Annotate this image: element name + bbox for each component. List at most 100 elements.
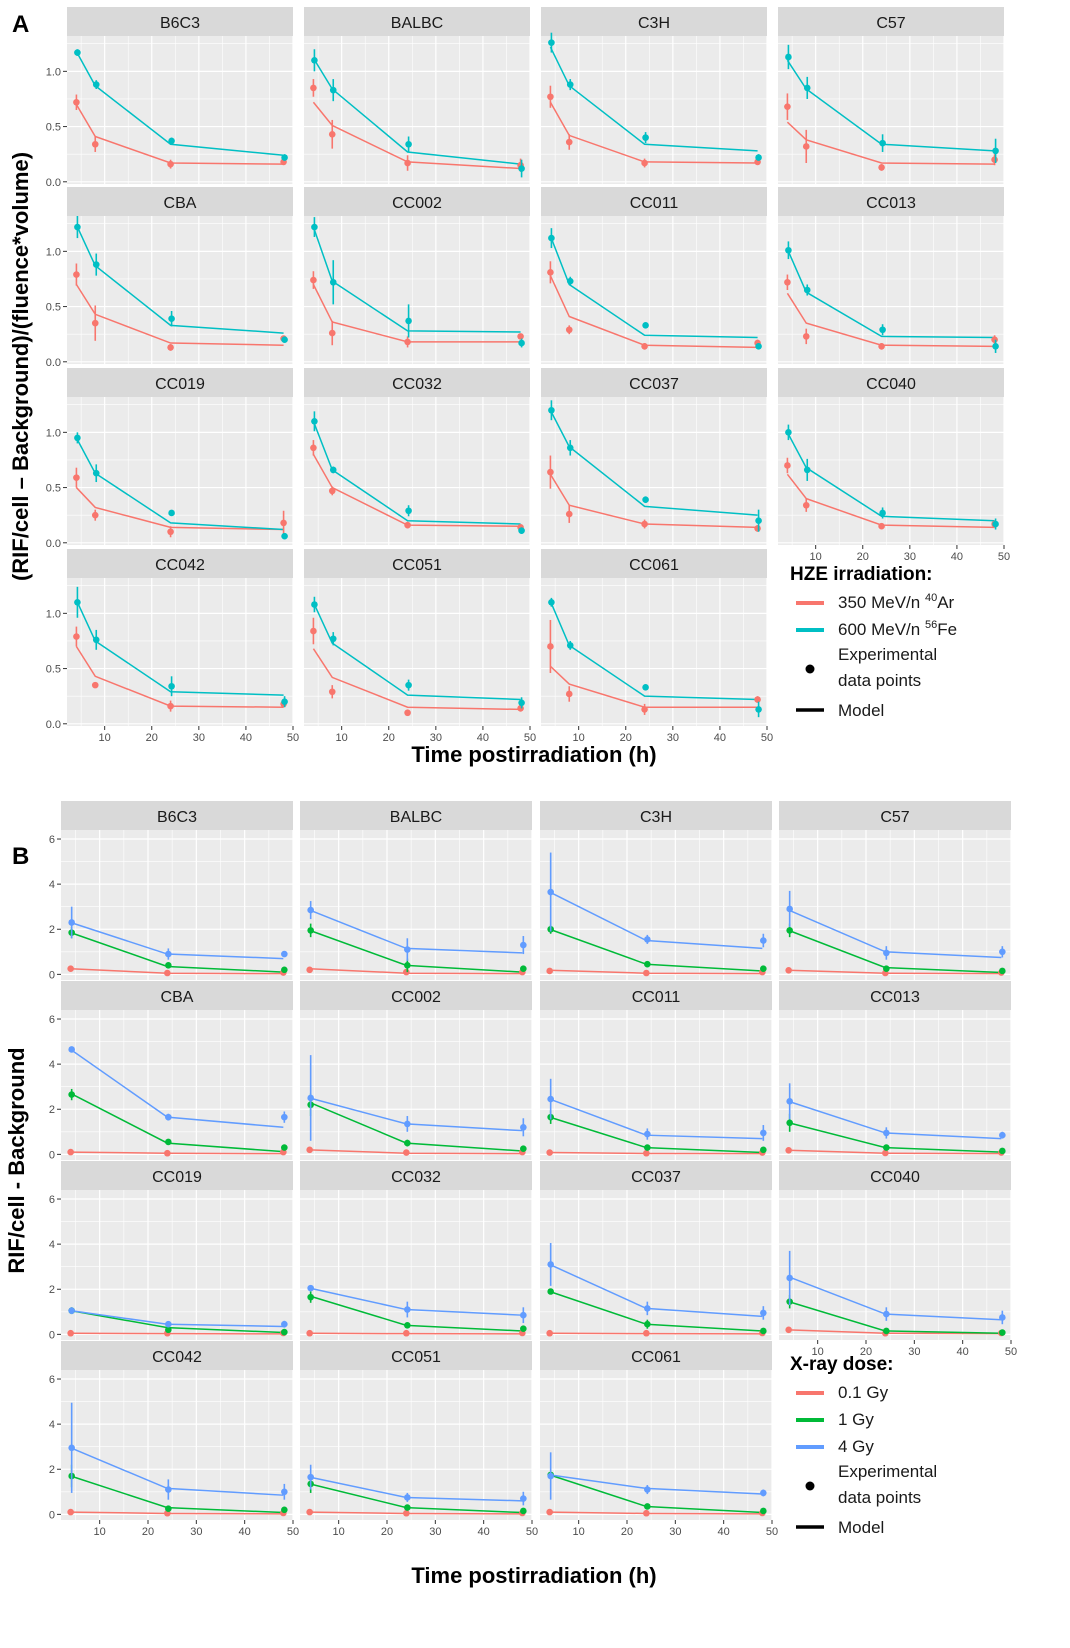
data-point (999, 1147, 1006, 1155)
data-point (785, 246, 792, 254)
data-point (803, 84, 811, 92)
data-point (547, 468, 554, 476)
x-tick-label: 20 (146, 732, 158, 744)
legend-label: 4 Gy (838, 1437, 874, 1456)
model-line-fe (549, 600, 758, 701)
data-point (999, 948, 1006, 956)
data-point (566, 642, 574, 649)
data-point (168, 315, 175, 323)
y-tick-label: 0.0 (46, 719, 61, 731)
model-line-fe (312, 226, 521, 333)
data-point (68, 1046, 75, 1053)
data-point (883, 1310, 890, 1318)
legend-label-sup: 40 (925, 592, 937, 604)
y-tick-label: 0.5 (46, 122, 61, 134)
facet-panel (61, 1370, 293, 1520)
data-point (405, 681, 412, 689)
y-tick-label: 1.0 (46, 427, 61, 439)
legend-label: Model (838, 1518, 884, 1537)
data-point (404, 1120, 411, 1128)
data-point (641, 159, 648, 167)
facet-title: B6C3 (157, 809, 197, 826)
data-point (565, 690, 573, 698)
data-point (520, 1311, 527, 1319)
data-point (784, 103, 791, 110)
data-point (642, 684, 649, 691)
legend-title: HZE irradiation: (790, 564, 933, 585)
x-tick-label: 20 (381, 1526, 393, 1538)
facet-strip (541, 7, 767, 36)
x-tick-label: 50 (998, 551, 1010, 563)
model-line-ar (786, 292, 995, 348)
facet-strip (67, 7, 293, 36)
data-point (404, 1306, 411, 1313)
data-point (754, 696, 761, 703)
x-tick-label: 50 (766, 1526, 778, 1538)
data-point (328, 487, 336, 495)
data-point (566, 277, 574, 285)
facet-panel (540, 1370, 772, 1520)
data-point (642, 134, 649, 141)
facet-title: CC042 (155, 557, 205, 574)
y-tick-label: 0.5 (46, 302, 61, 314)
data-point (784, 462, 791, 469)
data-point (520, 1507, 527, 1515)
data-point (306, 1508, 313, 1516)
facet-title: CC011 (630, 195, 679, 212)
data-point (328, 688, 336, 696)
facet-title: CC042 (152, 1349, 202, 1366)
data-point (518, 527, 525, 534)
x-tick-label: 20 (621, 1526, 633, 1538)
facet-panel (61, 1010, 293, 1160)
facet-panel (61, 1190, 293, 1340)
data-point (784, 278, 791, 286)
data-point (760, 1146, 767, 1154)
facet-strip (540, 981, 772, 1010)
x-tick-label: 50 (1005, 1346, 1017, 1358)
facet-panel (300, 830, 532, 980)
facet-panel (541, 578, 767, 726)
y-tick-label: 1.0 (46, 66, 61, 78)
data-point (307, 1284, 314, 1292)
data-point (329, 635, 337, 643)
data-point (643, 969, 650, 977)
data-point (92, 636, 100, 644)
data-point (281, 1320, 288, 1328)
facet-title: CC040 (870, 1169, 920, 1186)
x-tick-label: 20 (383, 732, 395, 744)
data-point (999, 967, 1006, 975)
legend-label: 350 MeV/n 40Ar (838, 592, 955, 612)
data-point (992, 147, 999, 155)
model-line-fe (312, 57, 521, 165)
data-point (306, 966, 313, 974)
data-point (404, 521, 411, 529)
data-point (992, 520, 999, 528)
data-point (883, 949, 890, 957)
data-point (405, 507, 412, 515)
data-point (566, 81, 574, 88)
data-point (281, 336, 288, 344)
x-tick-label: 50 (287, 1526, 299, 1538)
data-point (68, 1307, 75, 1314)
x-tick-label: 40 (240, 732, 252, 744)
data-point (310, 444, 317, 452)
data-point (518, 699, 525, 707)
facet-cc013: CC013 (779, 981, 1012, 1160)
facet-strip (778, 368, 1004, 397)
model-line-ar (75, 284, 284, 346)
data-point (403, 1509, 410, 1517)
facet-cc019: CC019 0.0 0.5 1.0 (46, 368, 294, 550)
data-point (311, 56, 318, 64)
model-line-fe (75, 599, 284, 696)
data-point (547, 93, 554, 101)
facet-title: CC037 (631, 1169, 681, 1186)
facet-strip (61, 1341, 293, 1370)
data-point (548, 598, 555, 606)
data-point (641, 706, 648, 713)
data-point (67, 1508, 74, 1516)
data-point (280, 519, 287, 527)
x-tick-label: 30 (667, 732, 679, 744)
facet-c57: C57 (778, 7, 1005, 184)
data-point (547, 269, 554, 276)
